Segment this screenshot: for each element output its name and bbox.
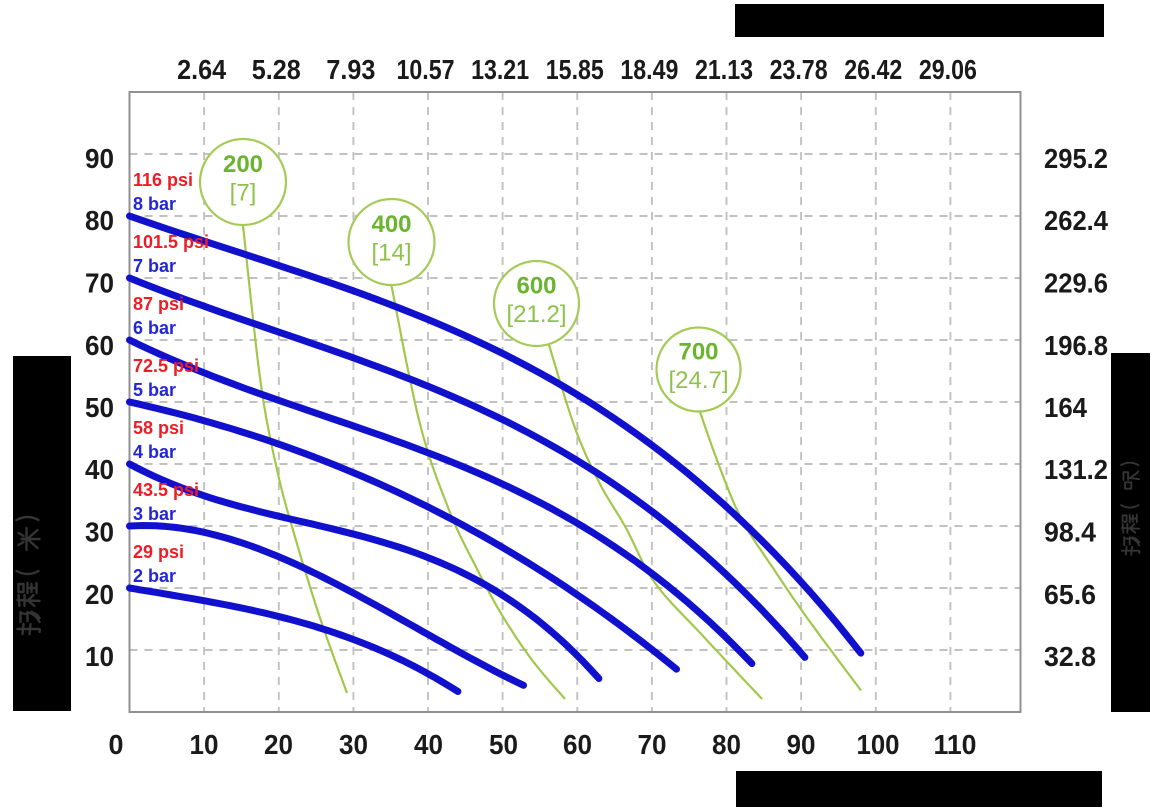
svg-text:60: 60 (563, 729, 592, 760)
svg-text:20: 20 (264, 729, 293, 760)
svg-text:164: 164 (1044, 392, 1087, 423)
svg-text:10.57: 10.57 (397, 54, 455, 85)
svg-text:13.21: 13.21 (471, 54, 529, 85)
svg-text:18.49: 18.49 (620, 54, 678, 85)
svg-text:[24.7]: [24.7] (668, 367, 728, 394)
svg-text:30: 30 (85, 517, 114, 548)
svg-text:110: 110 (934, 729, 977, 760)
svg-text:50: 50 (85, 392, 114, 423)
svg-text:100: 100 (857, 729, 900, 760)
svg-text:6 bar: 6 bar (133, 318, 176, 338)
svg-text:90: 90 (85, 143, 114, 174)
svg-text:50: 50 (489, 729, 518, 760)
svg-text:700: 700 (678, 339, 718, 366)
svg-text:90: 90 (787, 729, 816, 760)
svg-text:600: 600 (516, 273, 556, 300)
svg-text:10: 10 (85, 641, 114, 672)
svg-text:60: 60 (85, 330, 114, 361)
svg-text:196.8: 196.8 (1044, 330, 1108, 361)
svg-text:40: 40 (85, 454, 114, 485)
svg-text:23.78: 23.78 (770, 54, 828, 85)
svg-text:29 psi: 29 psi (133, 542, 184, 562)
svg-text:20: 20 (85, 579, 114, 610)
svg-text:2 bar: 2 bar (133, 566, 176, 586)
svg-text:98.4: 98.4 (1044, 517, 1096, 548)
svg-text:8 bar: 8 bar (133, 194, 176, 214)
svg-text:5 bar: 5 bar (133, 380, 176, 400)
svg-text:295.2: 295.2 (1044, 143, 1108, 174)
svg-text:[14]: [14] (371, 240, 411, 267)
svg-text:262.4: 262.4 (1044, 205, 1108, 236)
svg-text:87 psi: 87 psi (133, 294, 184, 314)
svg-text:2.64: 2.64 (177, 54, 226, 85)
svg-text:200: 200 (223, 151, 263, 178)
svg-text:[21.2]: [21.2] (506, 301, 566, 328)
svg-text:43.5 psi: 43.5 psi (133, 480, 199, 500)
svg-text:101.5 psi: 101.5 psi (133, 232, 209, 252)
svg-text:10: 10 (190, 729, 219, 760)
svg-text:70: 70 (85, 268, 114, 299)
svg-text:3 bar: 3 bar (133, 504, 176, 524)
svg-text:72.5 psi: 72.5 psi (133, 356, 199, 376)
svg-text:32.8: 32.8 (1044, 641, 1096, 672)
svg-text:5.28: 5.28 (252, 54, 301, 85)
svg-text:40: 40 (414, 729, 443, 760)
svg-text:0: 0 (109, 729, 124, 760)
svg-text:7.93: 7.93 (326, 54, 375, 85)
svg-text:229.6: 229.6 (1044, 268, 1108, 299)
svg-text:116 psi: 116 psi (133, 170, 193, 190)
svg-text:15.85: 15.85 (546, 54, 604, 85)
svg-text:4 bar: 4 bar (133, 442, 176, 462)
svg-text:21.13: 21.13 (695, 54, 753, 85)
svg-text:29.06: 29.06 (919, 54, 977, 85)
svg-text:26.42: 26.42 (844, 54, 902, 85)
svg-text:7 bar: 7 bar (133, 256, 176, 276)
svg-text:30: 30 (339, 729, 368, 760)
svg-text:80: 80 (712, 729, 741, 760)
svg-text:[7]: [7] (230, 180, 257, 207)
svg-text:70: 70 (638, 729, 667, 760)
svg-text:131.2: 131.2 (1044, 454, 1108, 485)
svg-text:80: 80 (85, 205, 114, 236)
svg-text:65.6: 65.6 (1044, 579, 1096, 610)
svg-text:58 psi: 58 psi (133, 418, 184, 438)
svg-text:400: 400 (371, 211, 411, 238)
